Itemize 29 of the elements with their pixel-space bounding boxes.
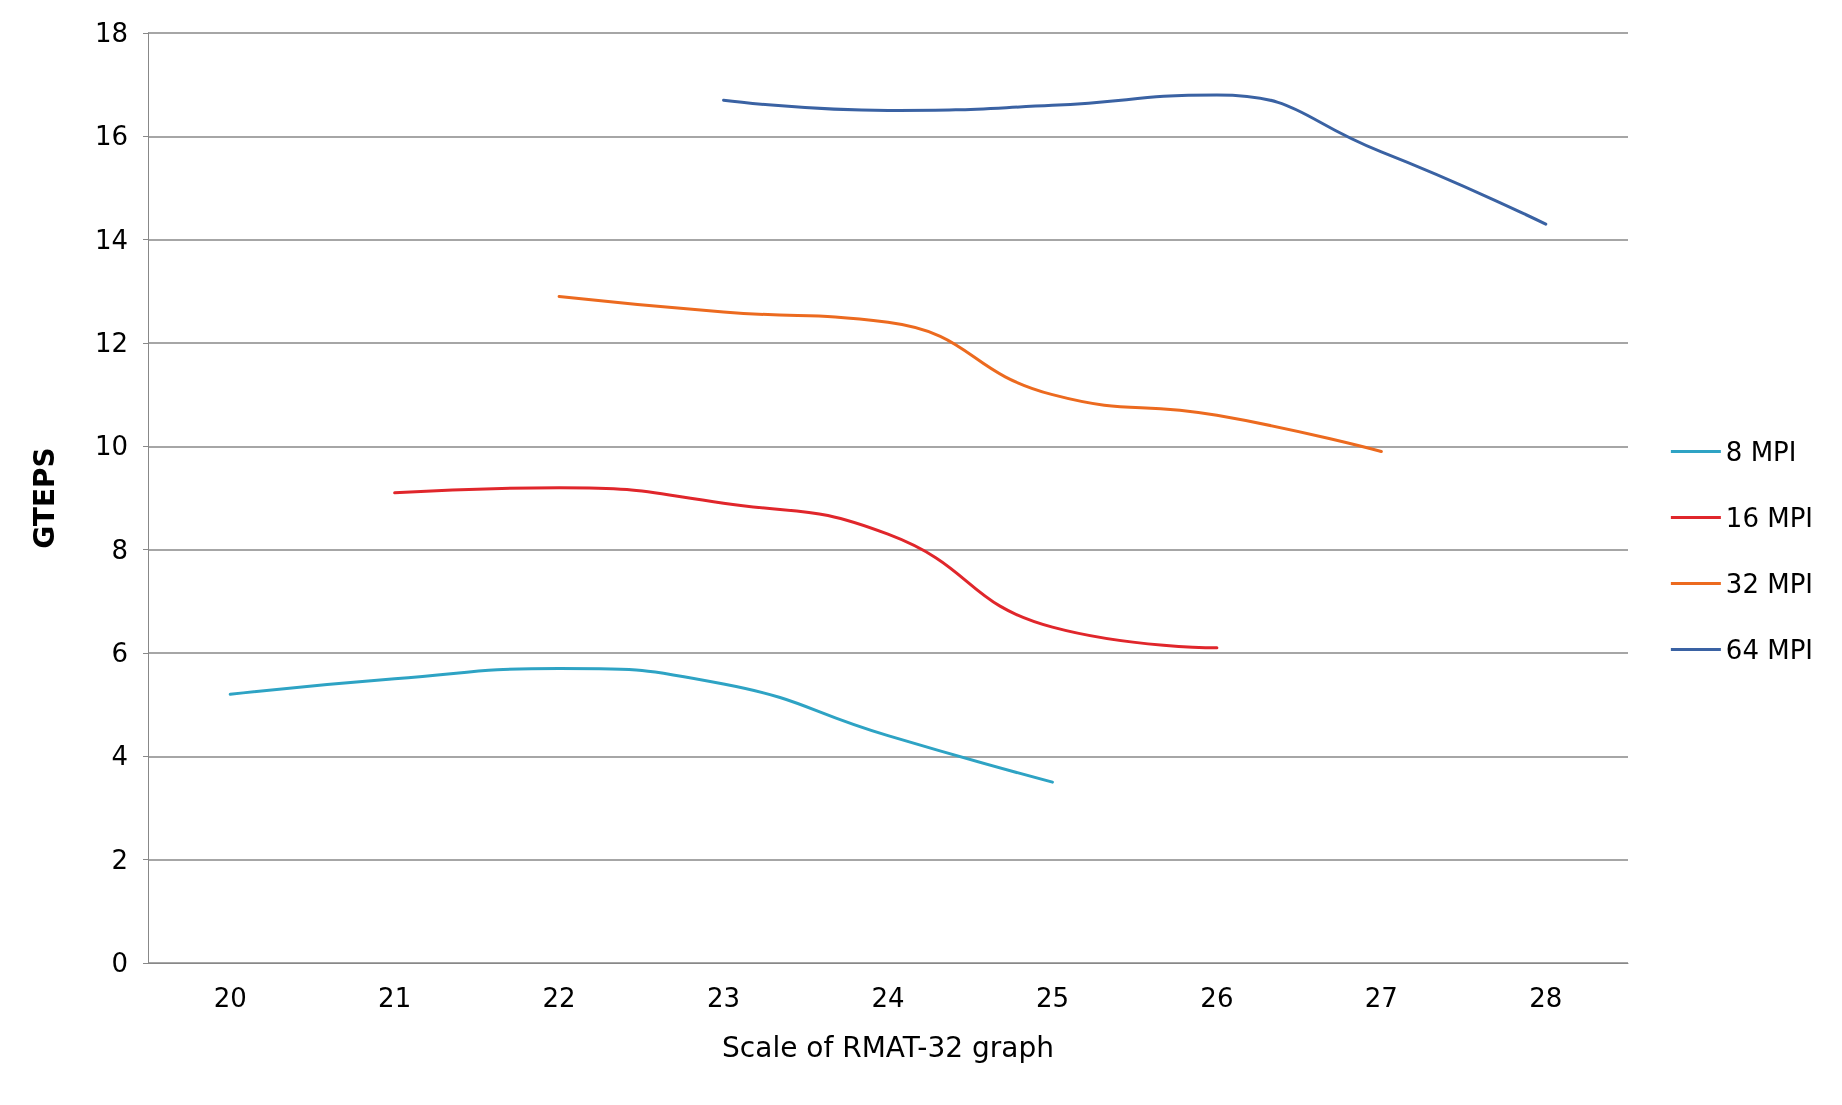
x-tick-label: 26 (1200, 983, 1234, 1013)
line-series (557, 295, 1383, 453)
x-tick-label: 21 (378, 983, 412, 1013)
y-tick-label: 18 (94, 18, 128, 48)
legend-label: 8 MPI (1725, 436, 1797, 467)
legend-label: 32 MPI (1725, 568, 1814, 599)
y-tick-label: 8 (111, 534, 128, 565)
line-series (228, 667, 1054, 784)
y-tick-label: 16 (94, 121, 128, 152)
x-tick-label: 22 (542, 983, 576, 1013)
y-tick-label: 2 (111, 844, 128, 875)
x-tick-label: 27 (1364, 983, 1398, 1013)
x-tick-label: 20 (213, 983, 247, 1013)
y-tick-label: 0 (111, 948, 128, 978)
y-tick-label: 12 (94, 328, 128, 358)
line-series (722, 93, 1548, 226)
y-tick-label: 10 (94, 431, 128, 462)
x-tick-label: 23 (707, 983, 741, 1013)
x-tick-label: 25 (1035, 983, 1069, 1013)
x-axis-title: Scale of RMAT-32 graph (722, 1030, 1054, 1064)
line-series (393, 486, 1219, 650)
y-tick-label: 14 (94, 224, 128, 255)
x-tick-label: 28 (1529, 983, 1563, 1013)
y-tick-label: 6 (111, 638, 128, 668)
legend-label: 64 MPI (1725, 634, 1814, 665)
legend-label: 16 MPI (1725, 502, 1814, 533)
x-tick-label: 24 (871, 983, 905, 1013)
y-tick-label: 4 (111, 741, 128, 772)
y-axis-title: GTEPS (27, 447, 61, 549)
